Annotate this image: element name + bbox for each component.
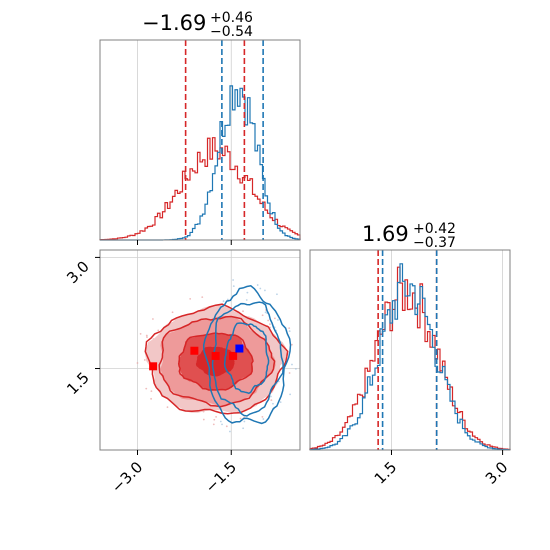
title-2-plus: +0.42 — [413, 221, 456, 237]
sample-dot — [221, 423, 223, 426]
sample-dot — [294, 367, 297, 370]
histogram-panel-param-2 — [309, 249, 511, 455]
sample-dot — [261, 415, 264, 418]
contour-line-red — [158, 315, 276, 408]
sample-dot — [242, 310, 244, 313]
sample-dot — [290, 343, 293, 346]
title-1-plus: +0.46 — [210, 10, 253, 26]
sample-dot — [219, 420, 222, 423]
sample-dot — [145, 387, 148, 390]
sample-dot — [270, 399, 273, 402]
sample-dot — [243, 416, 246, 419]
marker-red — [149, 362, 158, 371]
sample-dot — [146, 336, 148, 339]
contour-line-blue — [202, 285, 292, 425]
histogram-red-param-2 — [309, 266, 511, 451]
panel-frame-right — [309, 249, 511, 451]
sample-dot — [259, 287, 262, 290]
histogram-blue-param-2 — [309, 263, 511, 451]
sample-dot — [261, 314, 264, 317]
sample-dot — [201, 296, 204, 299]
sample-dot — [239, 417, 242, 420]
axis-tick-labels: −3.0 −1.5 1.5 3.0 1.5 3.0 — [63, 258, 511, 497]
marker-blue — [235, 344, 244, 353]
sample-dot — [232, 285, 235, 288]
title-param-1: −1.69 +0.46 −0.54 — [142, 10, 253, 40]
sample-dot — [269, 323, 271, 326]
sample-dot — [136, 362, 139, 364]
sample-dot — [243, 420, 246, 423]
sample-dot — [288, 372, 291, 374]
sample-dot — [288, 327, 291, 330]
sample-dot — [245, 299, 248, 301]
sample-dot — [288, 330, 291, 333]
sample-dot — [226, 298, 229, 301]
sample-dot — [166, 406, 169, 409]
sample-dot — [242, 427, 245, 430]
title-1-minus: −0.54 — [210, 24, 253, 40]
title-param-2: 1.69 +0.42 −0.37 — [362, 221, 456, 251]
sample-dot — [150, 390, 153, 392]
marker-red — [229, 351, 238, 360]
marker-red — [190, 346, 199, 355]
sample-dot — [264, 311, 267, 314]
sample-dot — [246, 291, 249, 294]
joint-panel — [95, 249, 301, 455]
joint-content — [100, 250, 300, 450]
contour-line-red — [144, 303, 289, 415]
sample-dot — [213, 418, 216, 421]
sample-dot — [145, 334, 148, 337]
contour-line-blue — [223, 322, 270, 395]
sample-dot — [171, 311, 174, 314]
sample-dot — [267, 319, 270, 322]
sample-dot — [157, 329, 160, 332]
sample-dot — [228, 430, 231, 433]
sample-dot — [262, 418, 265, 420]
sample-dot — [189, 297, 192, 300]
sample-dot — [152, 318, 154, 320]
y-tick-label: 1.5 — [63, 369, 93, 399]
sample-dot — [274, 317, 276, 320]
diag-tick-label: 3.0 — [482, 458, 512, 488]
histogram-red-param-1 — [99, 137, 301, 241]
y-tick-label: 3.0 — [63, 258, 93, 288]
title-2-value: 1.69 — [362, 222, 409, 246]
sample-dot — [291, 363, 293, 366]
sample-dot — [277, 319, 279, 321]
x-tick-label: −1.5 — [202, 458, 240, 496]
panel-frame-top — [99, 39, 301, 241]
sample-dot — [225, 425, 228, 428]
sample-dot — [269, 395, 272, 398]
x-tick-label: −3.0 — [108, 458, 146, 496]
sample-dot — [143, 359, 146, 361]
title-2-minus: −0.37 — [413, 235, 456, 251]
sample-dot — [215, 415, 217, 418]
sample-dot — [139, 332, 142, 335]
panel-frame-joint — [99, 249, 301, 451]
sample-dot — [232, 279, 235, 281]
sample-dot — [202, 418, 205, 421]
sample-dot — [222, 300, 225, 303]
sample-dot — [256, 284, 259, 286]
sample-dot — [264, 289, 266, 292]
marker-red — [211, 351, 220, 360]
sample-dot — [279, 401, 282, 404]
title-1-value: −1.69 — [142, 11, 206, 35]
diag-tick-label: 1.5 — [371, 458, 401, 488]
histogram-panel-param-1 — [99, 39, 301, 245]
sample-dot — [272, 402, 274, 405]
sample-dot — [289, 393, 291, 396]
sample-dot — [276, 293, 278, 296]
sample-dot — [212, 423, 215, 426]
sample-dot — [150, 397, 153, 400]
